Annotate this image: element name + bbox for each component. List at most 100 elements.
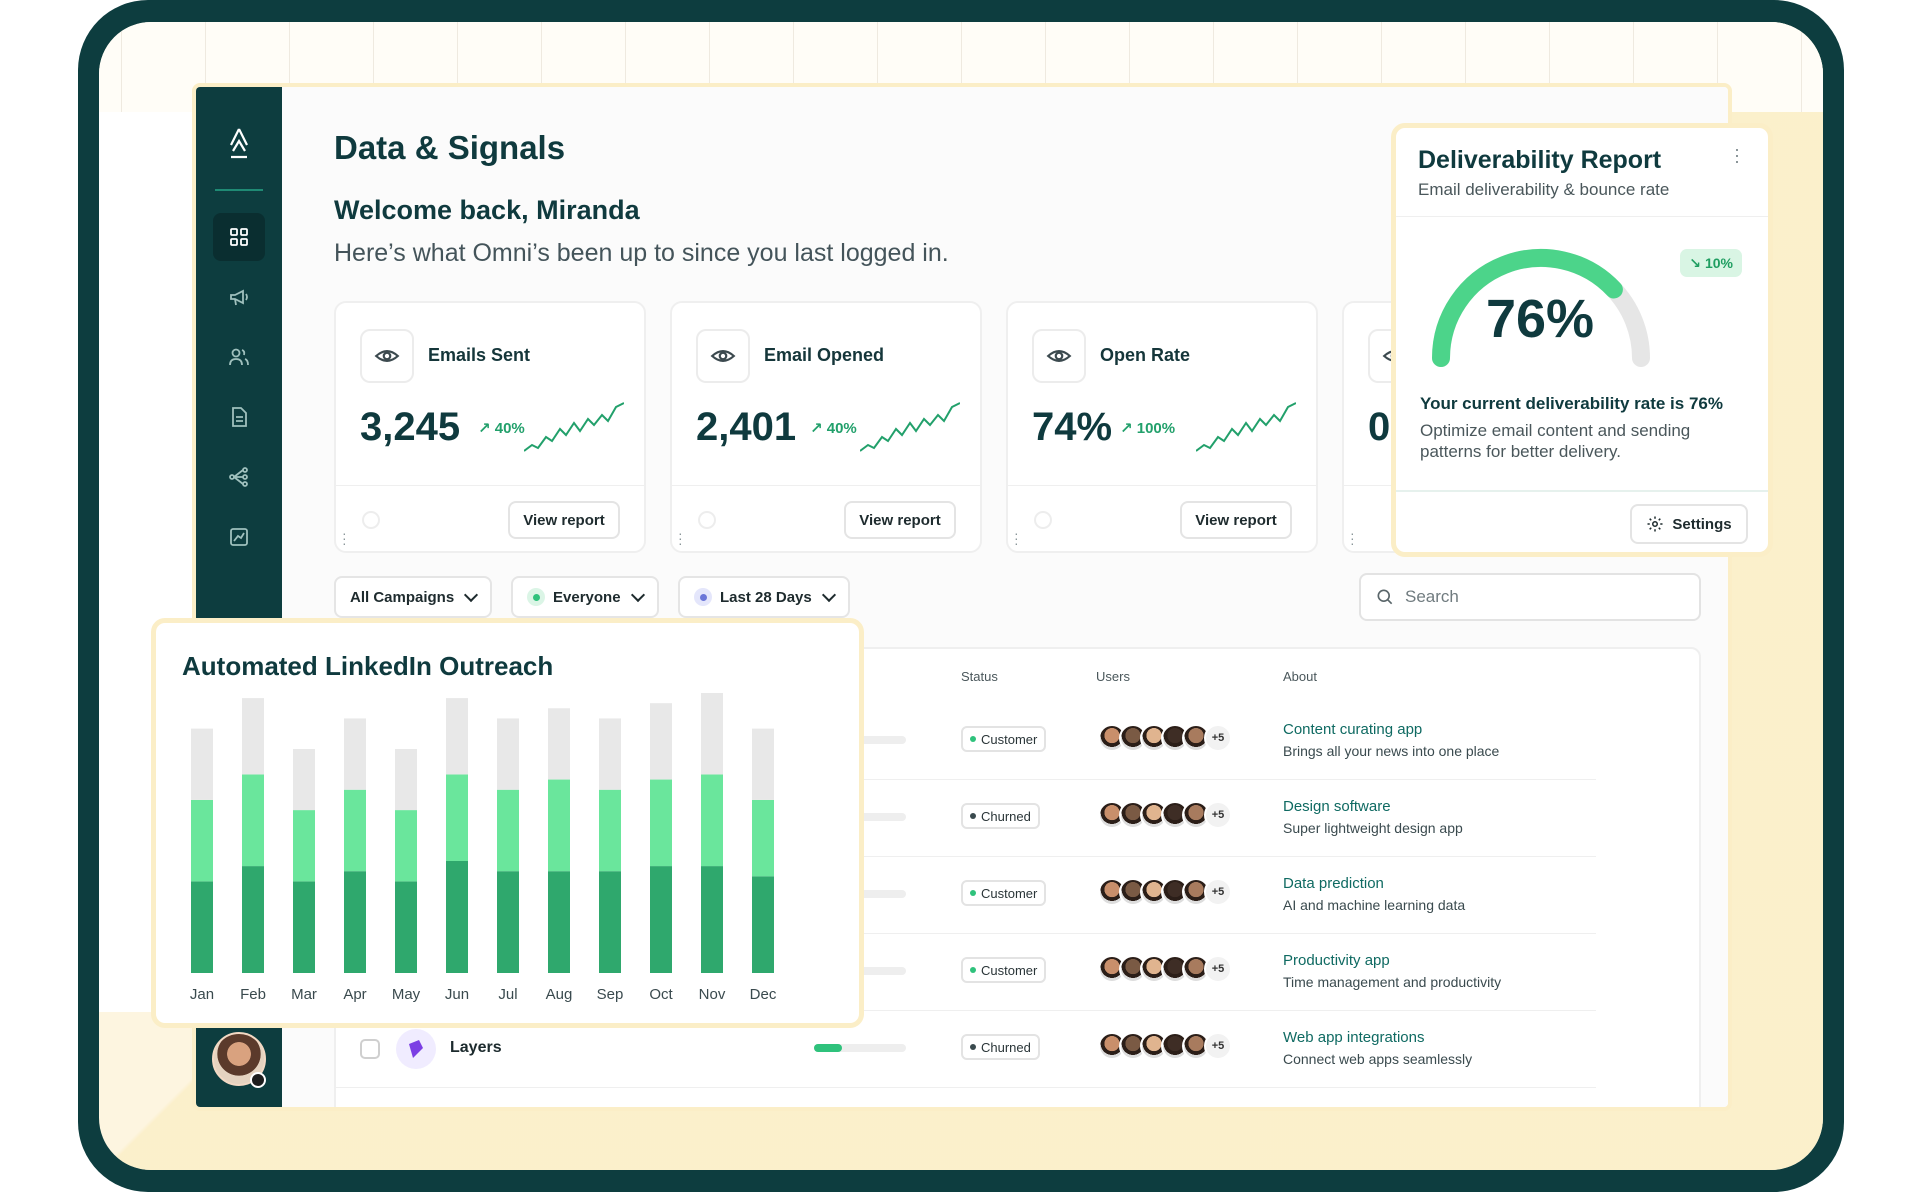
bar-segment	[395, 881, 417, 973]
omni-logo[interactable]	[223, 127, 255, 161]
chart-icon	[230, 528, 248, 546]
column-header-status[interactable]: Status	[961, 669, 998, 684]
drag-handle-icon[interactable]: · · ·	[342, 525, 347, 551]
more-options-icon[interactable]: · · ·	[1734, 139, 1740, 171]
table-row[interactable]: Churned +5 Design software Super lightweigh…	[336, 780, 1596, 857]
stat-card-email-opened: Email Opened 2,401 ↗ 40% View report · · ·	[670, 301, 982, 553]
row-name: Layers	[450, 1039, 502, 1056]
user-avatars[interactable]: +5	[1098, 724, 1232, 752]
chevron-down-icon	[464, 587, 479, 602]
bar-segment	[701, 774, 723, 867]
status-badge: Churned	[961, 1034, 1040, 1060]
drag-handle-icon[interactable]: · · ·	[678, 525, 683, 551]
info-icon	[1034, 511, 1052, 529]
x-tick-label: May	[392, 986, 421, 1003]
sidebar-divider	[215, 189, 263, 191]
sidebar-item-dashboard[interactable]	[213, 213, 265, 261]
linkedin-outreach-bar-chart: Jan Feb Mar Apr May Jun Jul Aug Sep Oct Nov Dec	[190, 693, 777, 1003]
column-header-users[interactable]: Users	[1096, 669, 1130, 684]
stat-delta: ↗ 40%	[810, 420, 857, 437]
audience-filter-dropdown[interactable]: Everyone	[511, 576, 659, 618]
status-label: Customer	[981, 885, 1038, 901]
customer-table: use Status Users About Customer+5Content…	[334, 647, 1701, 1107]
table-row[interactable]: Customer +5 Productivity app Time managemen…	[336, 934, 1596, 1011]
x-tick-label: Jun	[445, 986, 469, 1003]
user-avatars[interactable]: +5	[1098, 955, 1232, 983]
about-title[interactable]: Sales CRM	[1283, 1106, 1359, 1107]
drag-handle-icon[interactable]: · · ·	[1350, 525, 1355, 551]
bar-segment	[293, 749, 315, 811]
about-subtitle: AI and machine learning data	[1283, 897, 1466, 913]
page-title: Data & Signals	[334, 129, 566, 166]
row-checkbox[interactable]	[360, 1039, 380, 1059]
user-avatars[interactable]: +5	[1098, 1032, 1232, 1060]
sidebar-item-workflows[interactable]	[213, 453, 265, 501]
bar-segment	[497, 789, 519, 872]
deliverability-report-card: Deliverability Report Email deliverabili…	[1391, 123, 1773, 557]
campaign-filter-dropdown[interactable]: All Campaigns	[334, 576, 493, 618]
date-range-dot-icon	[694, 588, 712, 606]
card-divider	[1008, 485, 1316, 486]
view-report-button[interactable]: View report	[508, 501, 620, 539]
user-avatars[interactable]: +5	[1098, 878, 1232, 906]
about-title[interactable]: Data prediction	[1283, 875, 1384, 892]
more-users-count: +5	[1204, 724, 1232, 752]
stat-delta: ↗ 100%	[1120, 420, 1176, 437]
table-row[interactable]: Customer +5 Data prediction AI and machine …	[336, 857, 1596, 934]
search-box[interactable]	[1359, 573, 1701, 621]
sparkline	[1196, 402, 1296, 452]
status-label: Churned	[981, 1039, 1031, 1055]
x-tick-label: Nov	[699, 986, 726, 1003]
user-avatars[interactable]: +5	[1098, 801, 1232, 829]
sparkline	[860, 402, 960, 452]
table-row[interactable]: Layers Churned +5 Web app integrations Conne…	[336, 1011, 1596, 1088]
view-report-button[interactable]: View report	[844, 501, 956, 539]
settings-button[interactable]: Settings	[1630, 504, 1748, 544]
x-tick-label: Dec	[750, 986, 777, 1003]
about-subtitle: Time management and productivity	[1283, 974, 1502, 990]
bar-segment	[752, 799, 774, 877]
stat-delta-value: 100%	[1136, 420, 1176, 437]
avatar-status-badge	[250, 1072, 266, 1088]
layers-logo-icon	[396, 1029, 436, 1069]
gear-icon	[1647, 516, 1663, 532]
about-subtitle: Brings all your news into one place	[1283, 743, 1500, 759]
bar-segment	[548, 779, 570, 872]
bar-segment	[701, 866, 723, 973]
bar-segment	[446, 861, 468, 973]
search-input[interactable]	[1405, 587, 1665, 607]
sidebar-item-users[interactable]	[213, 333, 265, 381]
sidebar-item-campaigns[interactable]	[213, 273, 265, 321]
view-report-button[interactable]: View report	[1180, 501, 1292, 539]
drag-handle-icon[interactable]: · · ·	[1014, 525, 1019, 551]
bar-segment	[446, 698, 468, 775]
about-title[interactable]: Design software	[1283, 798, 1391, 815]
bar-segment	[548, 708, 570, 780]
about-title[interactable]: Content curating app	[1283, 721, 1423, 738]
bar-segment	[395, 749, 417, 811]
column-header-about[interactable]: About	[1283, 669, 1317, 684]
bar-segment	[344, 718, 366, 790]
status-label: Customer	[981, 731, 1038, 747]
sparkline	[524, 402, 624, 452]
deliverability-change-badge: ↘ 10%	[1680, 249, 1742, 277]
more-users-count: +5	[1204, 955, 1232, 983]
bar-segment	[650, 703, 672, 780]
table-row[interactable]: Sales CRM	[336, 1088, 1596, 1107]
date-range-dropdown[interactable]: Last 28 Days	[678, 576, 850, 618]
bar-segment	[344, 871, 366, 973]
welcome-heading: Welcome back, Miranda	[334, 195, 640, 225]
card-divider	[672, 485, 980, 486]
sidebar-item-analytics[interactable]	[213, 513, 265, 561]
deliverability-description: Optimize email content and sending patte…	[1420, 421, 1691, 461]
about-title[interactable]: Productivity app	[1283, 952, 1390, 969]
about-title[interactable]: Web app integrations	[1283, 1029, 1425, 1046]
bar-segment	[752, 876, 774, 973]
welcome-subtitle: Here’s what Omni’s been up to since you …	[334, 239, 949, 267]
bar-segment	[548, 871, 570, 973]
sidebar-item-documents[interactable]	[213, 393, 265, 441]
eye-icon	[1032, 329, 1086, 383]
bar-segment	[242, 866, 264, 973]
bar-segment	[191, 881, 213, 973]
dashboard-grid-icon	[230, 228, 248, 246]
